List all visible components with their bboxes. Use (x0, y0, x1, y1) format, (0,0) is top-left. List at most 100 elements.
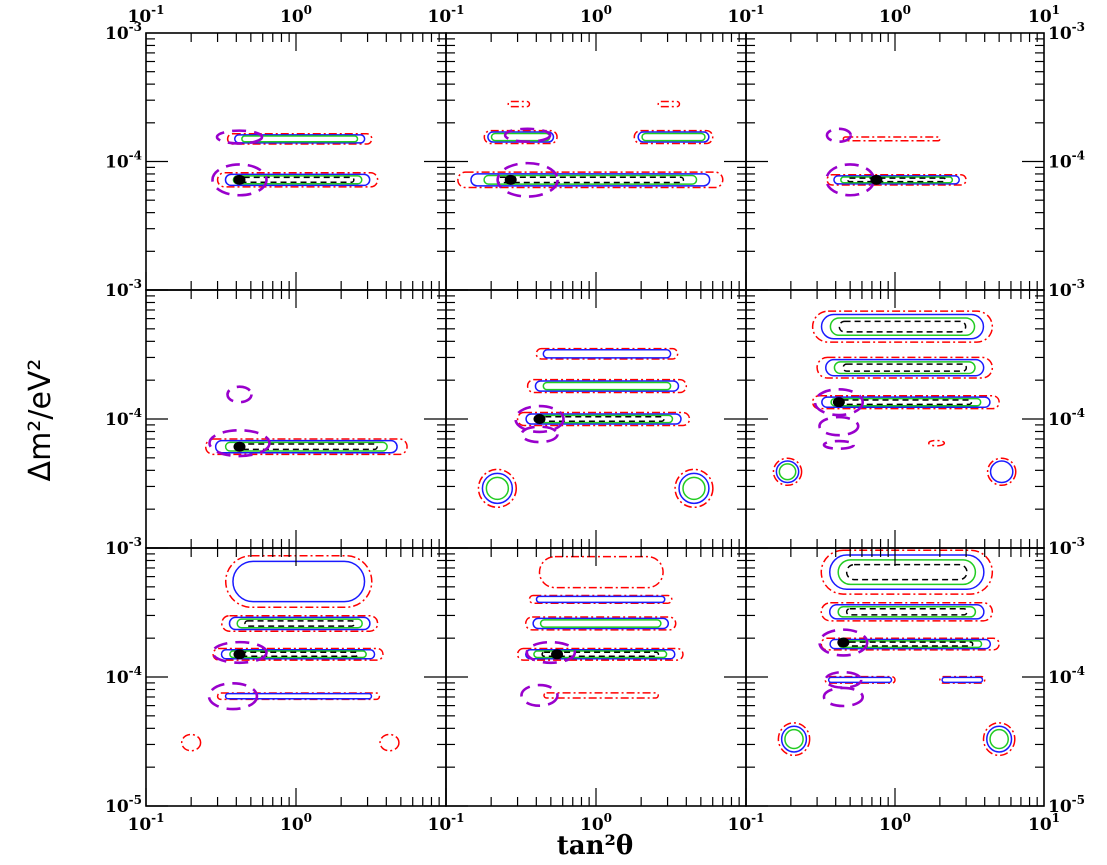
panel-ticks (445, 33, 746, 291)
contour-band-inner (539, 619, 662, 628)
panel-ticks (745, 290, 1044, 549)
panel-0-2 (825, 127, 967, 197)
tick-label-base: 10 (1028, 7, 1052, 27)
tick-label: 100 (879, 3, 911, 27)
contour-band-middle (941, 676, 984, 684)
contour-band-innermost (244, 620, 356, 627)
tick-label-exponent: -1 (451, 3, 464, 17)
frame-layer: 10-110-110010010-110-110010010-110-11001… (105, 3, 1085, 835)
panel-ticks (745, 33, 1044, 291)
tick-label: 10-4 (105, 406, 142, 430)
contour-band-outer (457, 171, 724, 189)
tick-label-exponent: -1 (751, 3, 764, 17)
contour-band-inner (837, 606, 977, 618)
tick-label-exponent: -5 (1072, 793, 1085, 807)
tick-label-base: 10 (280, 7, 304, 27)
tick-label-base: 10 (1028, 815, 1052, 835)
contour-band-outer (212, 647, 384, 661)
panel-0-0 (211, 129, 379, 197)
panel-frame (145, 289, 447, 549)
contour-band-outer (526, 378, 688, 394)
tick-label-exponent: 1 (1052, 811, 1060, 825)
panel-ticks (445, 290, 746, 549)
tick-label-base: 10 (879, 815, 903, 835)
best-fit-point (551, 649, 564, 660)
tick-label: 10-3 (105, 535, 142, 559)
tick-label: 10-4 (105, 664, 142, 688)
tick-label-exponent: 0 (903, 811, 911, 825)
tick-label-exponent: -3 (129, 277, 142, 291)
tick-label-base: 10 (879, 7, 903, 27)
contour-band-innermost (541, 651, 660, 658)
contour-island-outer (772, 457, 803, 487)
best-fit-point (533, 414, 546, 424)
contour-band-outer (221, 614, 379, 632)
tick-label: 100 (280, 3, 312, 27)
reference-contour (520, 425, 559, 444)
tick-label-base: 10 (1048, 539, 1072, 559)
tick-label: 10-1 (427, 3, 464, 27)
contour-band-outer (524, 616, 677, 631)
contour-island-outer (180, 733, 202, 752)
contour-band-middle (470, 173, 711, 187)
contour-band-outer (538, 555, 664, 589)
contour-band-middle (224, 692, 373, 700)
tick-label-exponent: 0 (604, 811, 612, 825)
panel-ticks (745, 548, 1044, 807)
reference-contour (824, 670, 863, 689)
tick-label: 10-3 (1048, 277, 1085, 301)
contour-island-inner (485, 476, 510, 501)
reference-contour (818, 628, 869, 657)
tick-label: 10-1 (127, 811, 164, 835)
tick-label: 100 (280, 811, 312, 835)
contour-band-innermost (842, 363, 968, 372)
tick-label: 100 (879, 811, 911, 835)
best-fit-point (233, 174, 246, 185)
contour-band-middle (534, 380, 680, 392)
tick-label: 10-1 (427, 811, 464, 835)
contour-band-middle (828, 554, 985, 590)
tick-label-exponent: -4 (129, 149, 142, 163)
panels-layer (180, 100, 1017, 757)
tick-label-exponent: 0 (903, 3, 911, 17)
contour-island-inner (778, 463, 797, 481)
labels-layer: tan²θ Δm²/eV² (23, 359, 633, 861)
tick-label-exponent: 0 (604, 3, 612, 17)
contour-band-outer (811, 310, 994, 343)
tick-label: 10-1 (727, 3, 764, 27)
reference-contour (825, 127, 853, 143)
contour-band-outer (816, 356, 994, 379)
contour-band-outer (820, 637, 1000, 651)
contour-band-middle (820, 313, 985, 340)
reference-contour (211, 163, 268, 197)
contour-island-outer (477, 468, 518, 509)
contour-band-innermost (838, 320, 967, 333)
contour-band-innermost (839, 399, 973, 406)
contour-band-middle (829, 638, 992, 650)
tick-label-base: 10 (105, 797, 129, 817)
tick-label-base: 10 (280, 815, 304, 835)
contour-island-outer (986, 457, 1017, 487)
contour-band-outer (516, 411, 691, 427)
contour-band-inner (830, 397, 982, 407)
contour-island-middle (780, 725, 808, 753)
contour-band-innermost (237, 651, 359, 658)
contour-band-outer (824, 675, 896, 684)
contour-band-inner (542, 381, 672, 391)
x-axis-label: tan²θ (557, 831, 634, 861)
contour-band-middle (228, 616, 371, 631)
contour-band-inner (829, 317, 976, 337)
contour-band-inner (229, 650, 367, 659)
contour-band-innermost (846, 177, 947, 183)
contour-band-outer (507, 100, 531, 108)
contour-band-middle (542, 349, 672, 359)
contour-band-inner (232, 175, 363, 185)
tick-label-exponent: -1 (151, 811, 164, 825)
reference-contour (226, 385, 253, 404)
contour-band-inner (224, 441, 388, 452)
tick-label-base: 10 (1048, 797, 1072, 817)
contour-band-outer (535, 347, 679, 360)
contour-band-middle (220, 649, 376, 660)
tick-label: 10-4 (1048, 406, 1085, 430)
tick-label-base: 10 (727, 7, 751, 27)
